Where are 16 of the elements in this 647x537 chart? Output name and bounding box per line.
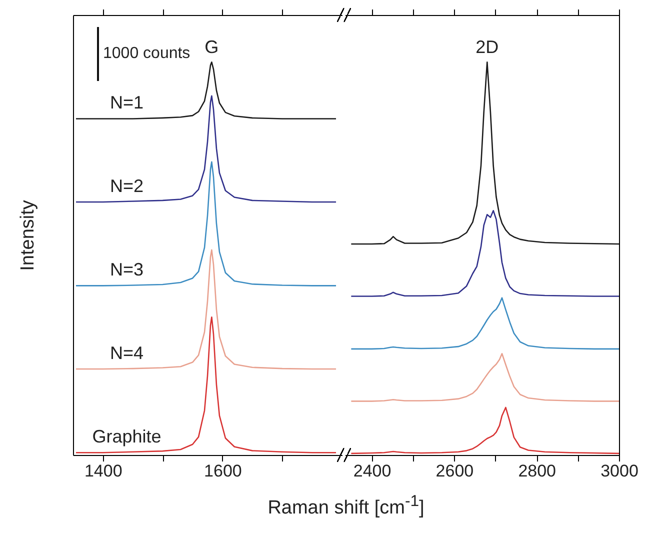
series-label: N=2 (110, 176, 144, 196)
y-axis-title: Intensity (18, 200, 38, 271)
x-tick-label: 1400 (84, 462, 122, 480)
x-tick-label: 1600 (204, 462, 242, 480)
x-tick-label: 2800 (518, 462, 556, 480)
x-axis-title: Raman shift [cm$^{-1}$] (266, 493, 426, 520)
series-label: N=3 (110, 260, 144, 280)
x-tick-label: 2400 (353, 462, 392, 480)
x-tick-label: 3000 (600, 462, 638, 480)
annotation: G (204, 37, 219, 58)
series-label: N=4 (110, 342, 144, 363)
series-label: Graphite (92, 426, 162, 447)
x-tick-label: 2600 (436, 462, 474, 480)
annotation: 2D (476, 37, 499, 58)
series-label: N=1 (110, 92, 144, 113)
text: 1000 counts (103, 45, 190, 62)
